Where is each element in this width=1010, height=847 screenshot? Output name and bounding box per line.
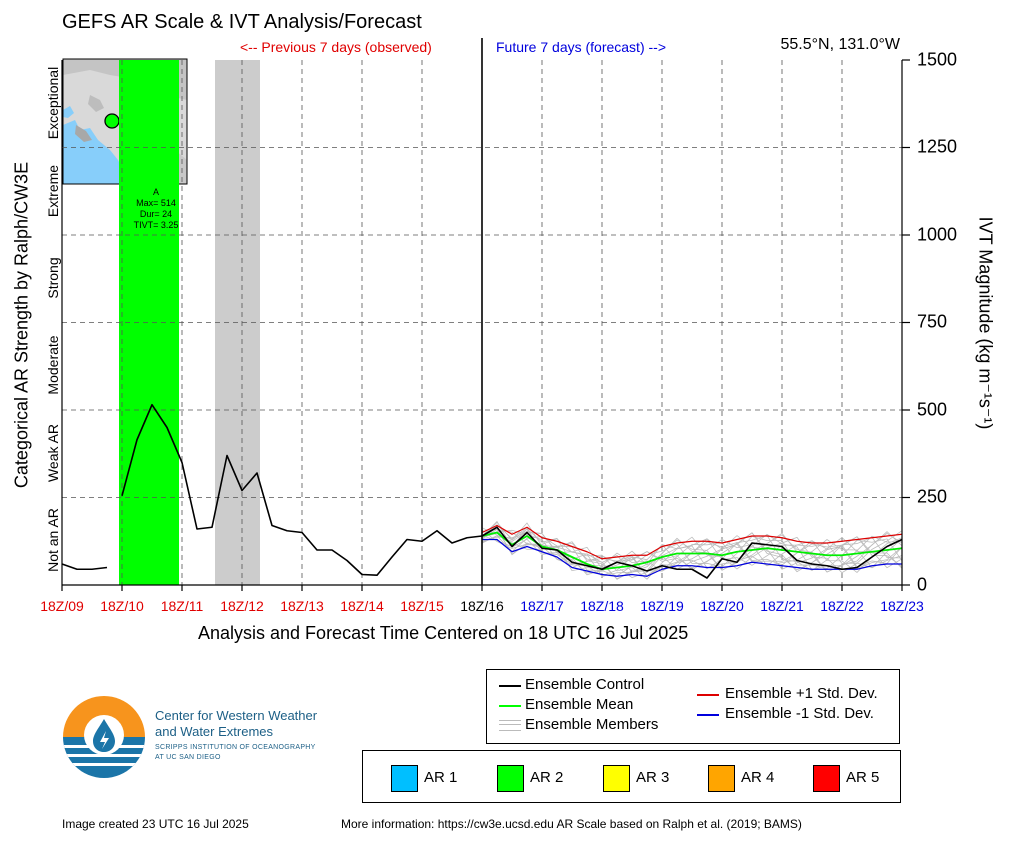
ar-event-duration: Dur= 24 — [139, 209, 173, 219]
x-tick-label: 18Z/11 — [160, 598, 204, 614]
y-tick-label: 750 — [917, 311, 948, 332]
ar-event-annotation: A Max= 514 Dur= 24 TIVT= 3.25 — [128, 187, 184, 231]
category-moderate: Moderate — [45, 335, 61, 395]
x-tick-label: 18Z/22 — [820, 598, 864, 614]
x-tick-label: 18Z/09 — [40, 598, 84, 614]
org-name-line3: SCRIPPS INSTITUTION OF OCEANOGRAPHY — [155, 744, 316, 751]
legend-plus-label: Ensemble +1 Std. Dev. — [725, 685, 878, 702]
legend-control-label: Ensemble Control — [525, 676, 645, 693]
ar5-label: AR 5 — [846, 769, 880, 786]
x-tick-label: 18Z/17 — [520, 598, 564, 614]
created-timestamp: Image created 23 UTC 16 Jul 2025 — [62, 817, 249, 831]
ar3-swatch — [603, 765, 630, 792]
ensemble-member-line — [481, 520, 903, 580]
x-tick-label: 18Z/13 — [280, 598, 324, 614]
x-tick-label: 18Z/14 — [340, 598, 384, 614]
ensemble-control-line — [481, 526, 903, 579]
x-tick-label: 18Z/21 — [760, 598, 804, 614]
category-strong: Strong — [45, 257, 61, 299]
ar5-swatch — [813, 765, 840, 792]
ar3-label: AR 3 — [636, 769, 670, 786]
legend-swatch-plus — [697, 694, 719, 696]
location-marker — [104, 113, 120, 129]
ar-event-max: Max= 514 — [136, 198, 176, 208]
ensemble-member-line — [481, 527, 903, 578]
legend-mean-label: Ensemble Mean — [525, 696, 634, 713]
ar2-swatch — [497, 765, 524, 792]
legend-swatch-control — [499, 685, 521, 687]
org-name-line2: and Water Extremes — [155, 724, 274, 739]
y-tick-label: 1500 — [917, 49, 958, 70]
more-info-text: More information: https://cw3e.ucsd.edu … — [341, 817, 802, 831]
ar1-label: AR 1 — [424, 769, 458, 786]
ar2-label: AR 2 — [530, 769, 564, 786]
legend-minus-label: Ensemble -1 Std. Dev. — [725, 705, 874, 722]
y-tick-label: 0 — [917, 574, 928, 595]
ar-event-label: A — [152, 187, 159, 197]
ar-scale-legend: AR 1 AR 2 AR 3 AR 4 AR 5 — [362, 750, 901, 803]
y-axis-right-title: IVT Magnitude (kg m⁻¹s⁻¹) — [975, 216, 996, 430]
org-name-line1: Center for Western Weather — [155, 708, 318, 723]
category-exceptional: Exceptional — [45, 66, 61, 140]
category-weak-ar: Weak AR — [45, 423, 61, 483]
chart-title: GEFS AR Scale & IVT Analysis/Forecast — [62, 11, 422, 33]
legend-swatch-members — [499, 720, 521, 731]
observed-control-line — [121, 403, 483, 577]
x-tick-label: 18Z/12 — [220, 598, 264, 614]
ar1-swatch — [391, 765, 418, 792]
x-tick-label: 18Z/20 — [700, 598, 744, 614]
plus-1sd-line — [481, 524, 903, 560]
series-legend: Ensemble Control Ensemble Mean Ensemble … — [486, 669, 900, 744]
legend-swatch-minus — [697, 714, 719, 716]
category-extreme: Extreme — [45, 164, 61, 218]
ensemble-member-line — [481, 535, 903, 577]
x-tick-label: 18Z/18 — [580, 598, 624, 614]
y-tick-label: 500 — [917, 399, 948, 420]
x-tick-label: 18Z/23 — [880, 598, 924, 614]
location-label: 55.5°N, 131.0°W — [780, 36, 900, 53]
ar4-swatch — [708, 765, 735, 792]
cw3e-logo — [63, 696, 145, 778]
org-name-line4: AT UC SAN DIEGO — [155, 754, 221, 761]
observed-control-line-segment — [61, 563, 108, 571]
x-tick-label: 18Z/10 — [100, 598, 144, 614]
legend-members-label: Ensemble Members — [525, 716, 659, 733]
previous-period-label: <-- Previous 7 days (observed) — [240, 39, 432, 55]
x-tick-label: 18Z/19 — [640, 598, 684, 614]
category-not-an-ar: Not an AR — [45, 508, 61, 572]
y-tick-label: 1250 — [917, 136, 958, 157]
y-tick-label: 1000 — [917, 224, 958, 245]
ar-event-tivt: TIVT= 3.25 — [133, 220, 179, 230]
x-axis-title: Analysis and Forecast Time Centered on 1… — [198, 623, 689, 643]
y-tick-label: 250 — [917, 486, 948, 507]
legend-swatch-mean — [499, 705, 521, 707]
minus-1sd-line — [482, 538, 902, 577]
ar4-label: AR 4 — [741, 769, 775, 786]
x-tick-label: 18Z/16 — [460, 598, 504, 614]
ensemble-member-line — [481, 531, 903, 574]
future-period-label: Future 7 days (forecast) --> — [496, 39, 667, 55]
y-axis-left-title: Categorical AR Strength by Ralph/CW3E — [11, 161, 32, 489]
x-tick-label: 18Z/15 — [400, 598, 444, 614]
